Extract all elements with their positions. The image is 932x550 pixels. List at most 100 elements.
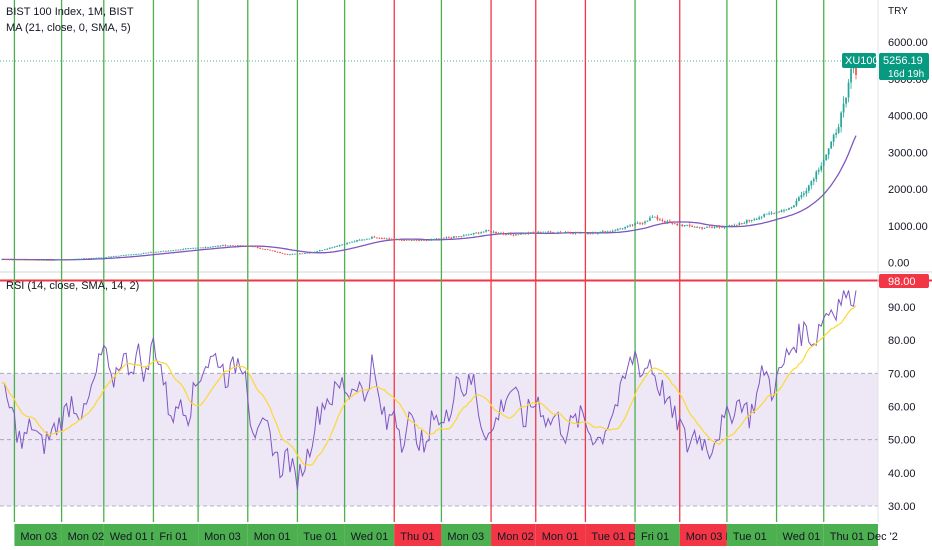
candle-body xyxy=(500,233,502,234)
candle-body xyxy=(735,224,738,226)
candle-body xyxy=(460,236,463,238)
candle xyxy=(346,242,348,245)
candle xyxy=(641,222,644,226)
candle xyxy=(482,231,485,233)
candle xyxy=(132,253,135,256)
candle xyxy=(30,259,33,261)
candle xyxy=(269,249,271,251)
candle xyxy=(50,260,53,261)
candle-body xyxy=(351,241,353,243)
candle xyxy=(783,208,785,213)
candle-body xyxy=(232,245,234,247)
candle xyxy=(557,231,559,235)
price-badge-countdown: 16d 19h xyxy=(888,69,924,80)
candle xyxy=(502,231,505,236)
candle xyxy=(145,252,147,254)
time-axis-label: Mon 03 xyxy=(447,531,484,543)
symbol-legend[interactable]: BIST 100 Index, 1M, BIST xyxy=(6,6,134,18)
candle-body xyxy=(502,233,505,234)
candle xyxy=(601,229,604,233)
candle-body xyxy=(778,211,780,213)
candle xyxy=(477,231,480,235)
candle xyxy=(366,238,368,240)
candle-body xyxy=(274,250,276,252)
candle xyxy=(539,231,542,234)
candle xyxy=(3,259,6,261)
candle-body xyxy=(443,237,445,239)
candle-body xyxy=(304,253,306,254)
candle xyxy=(214,245,217,248)
candle-body xyxy=(423,239,425,241)
candle-body xyxy=(845,97,847,104)
candle-body xyxy=(539,231,542,234)
candle-body xyxy=(482,231,485,233)
candle-body xyxy=(301,253,304,255)
candle xyxy=(750,219,753,223)
currency-label: TRY xyxy=(888,6,908,17)
candle-body xyxy=(562,232,564,234)
candle xyxy=(326,248,329,250)
candle xyxy=(164,250,167,252)
candle xyxy=(778,211,780,213)
candle-body xyxy=(214,246,217,247)
rsi-band-layer xyxy=(0,372,878,507)
candle-body xyxy=(815,171,818,180)
candle xyxy=(519,232,522,235)
candle xyxy=(85,258,88,260)
candle xyxy=(413,238,415,242)
candle-body xyxy=(331,247,334,249)
candle-body xyxy=(368,238,371,240)
candle-body xyxy=(415,239,418,241)
candle xyxy=(716,226,718,228)
candle-body xyxy=(765,213,768,215)
candle xyxy=(589,231,592,235)
candle-body xyxy=(266,249,269,251)
candle-body xyxy=(542,232,545,234)
candle xyxy=(393,238,396,241)
candle-body xyxy=(812,179,815,182)
candle-body xyxy=(788,208,790,210)
time-label-box xyxy=(153,524,199,546)
candle xyxy=(336,245,339,247)
candle-body xyxy=(68,259,70,261)
candle-body xyxy=(8,259,11,261)
symbol-title: BIST 100 Index, 1M, BIST xyxy=(6,6,134,18)
candle xyxy=(212,245,214,248)
candle xyxy=(25,259,28,261)
candle-body xyxy=(447,237,450,239)
candle xyxy=(686,224,689,227)
candle xyxy=(438,238,440,240)
candle xyxy=(646,220,649,222)
candle xyxy=(102,257,105,259)
candle-body xyxy=(748,220,751,221)
candle xyxy=(23,259,26,261)
candle-body xyxy=(80,258,83,260)
candle xyxy=(105,257,108,258)
candle-body xyxy=(634,223,636,226)
candle-body xyxy=(45,259,48,261)
candle xyxy=(487,229,490,232)
vertical-lines-layer xyxy=(13,0,825,522)
rsi-legend[interactable]: RSI (14, close, SMA, 14, 2) xyxy=(6,280,139,292)
candle xyxy=(160,251,162,253)
candle-body xyxy=(696,226,698,228)
candle xyxy=(584,231,587,235)
candle-body xyxy=(688,224,691,226)
candle xyxy=(279,251,281,254)
candle-body xyxy=(97,257,100,259)
candle-body xyxy=(470,234,473,236)
candle xyxy=(591,231,594,235)
candle xyxy=(38,259,41,261)
candle xyxy=(748,219,751,223)
ma-legend[interactable]: MA (21, close, 0, SMA, 5) xyxy=(6,22,131,34)
candle-body xyxy=(770,212,773,214)
rsi-level-badge xyxy=(879,274,929,288)
candle-body xyxy=(43,259,46,261)
candle-body xyxy=(475,232,478,234)
rsi-ma-line xyxy=(1,305,857,466)
candle-body xyxy=(137,253,140,255)
candle xyxy=(490,230,492,233)
candle-body xyxy=(132,254,135,256)
candle-body xyxy=(649,217,651,221)
candle-body xyxy=(626,225,629,227)
